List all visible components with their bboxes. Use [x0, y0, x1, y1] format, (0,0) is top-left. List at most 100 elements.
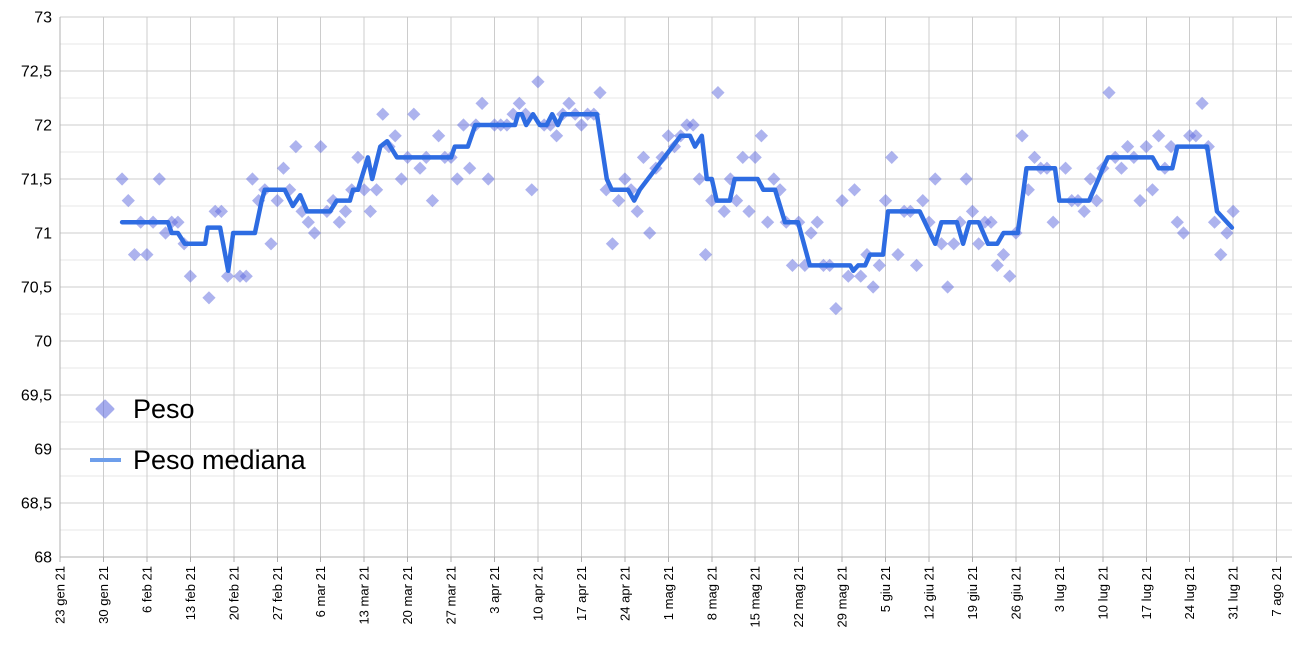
- peso-point: [388, 129, 402, 143]
- peso-point: [972, 237, 986, 251]
- peso-point: [1176, 226, 1191, 240]
- peso-point: [140, 248, 154, 262]
- line-marker-icon: [86, 458, 124, 462]
- peso-point: [127, 248, 142, 262]
- peso-point: [636, 150, 651, 164]
- peso-points: [115, 75, 1240, 316]
- x-tick-label: 24 lug 21: [1182, 566, 1197, 620]
- peso-point: [872, 258, 886, 272]
- peso-point: [1226, 204, 1240, 218]
- peso-point: [307, 226, 322, 240]
- x-tick-label: 29 mag 21: [835, 566, 850, 627]
- x-tick-label: 12 giu 21: [922, 566, 937, 620]
- peso-point: [742, 204, 756, 218]
- x-tick-label: 3 apr 21: [487, 566, 502, 614]
- peso-point: [754, 129, 769, 143]
- peso-point: [1089, 194, 1104, 208]
- peso-point: [928, 172, 942, 186]
- y-tick-label: 68: [34, 550, 52, 567]
- peso-point: [841, 269, 855, 283]
- peso-point: [239, 269, 253, 283]
- peso-point: [605, 237, 620, 251]
- axes: [59, 17, 1292, 562]
- peso-point: [289, 140, 303, 154]
- y-tick-label: 68,5: [21, 496, 52, 513]
- x-tick-label: 15 mag 21: [748, 566, 763, 627]
- peso-point: [996, 248, 1011, 262]
- peso-point: [934, 237, 949, 251]
- peso-point: [512, 96, 526, 110]
- peso-point: [748, 150, 762, 164]
- peso-point: [990, 258, 1004, 272]
- peso-point: [276, 161, 291, 175]
- peso-point: [432, 129, 446, 143]
- peso-point: [643, 226, 657, 240]
- peso-point: [1189, 129, 1203, 143]
- peso-point: [245, 172, 260, 186]
- peso-point: [338, 204, 353, 218]
- peso-point: [183, 269, 197, 283]
- peso-point: [121, 194, 135, 208]
- median-line: [119, 111, 1235, 274]
- peso-point: [692, 172, 706, 186]
- x-tick-label: 27 feb 21: [270, 566, 285, 620]
- peso-point: [152, 172, 166, 186]
- peso-point: [220, 269, 235, 283]
- peso-point: [891, 248, 905, 262]
- peso-point: [810, 215, 824, 229]
- y-tick-label: 71: [34, 226, 52, 243]
- x-tick-label: 20 feb 21: [226, 566, 241, 620]
- peso-point: [612, 194, 626, 208]
- peso-point: [270, 194, 284, 208]
- x-tick-label: 8 mag 21: [704, 566, 719, 620]
- y-tick-label: 72: [34, 118, 52, 135]
- peso-point: [698, 248, 713, 262]
- peso-point: [785, 258, 800, 272]
- x-tick-label: 10 apr 21: [530, 566, 545, 621]
- peso-point: [332, 215, 346, 229]
- peso-point: [376, 107, 390, 121]
- peso-point: [761, 215, 775, 229]
- y-tick-label: 69,5: [21, 388, 52, 405]
- peso-point: [407, 107, 421, 121]
- peso-point: [798, 258, 812, 272]
- peso-point: [1102, 86, 1116, 100]
- peso-point: [947, 237, 961, 251]
- peso-point: [1133, 194, 1147, 208]
- peso-point: [618, 172, 632, 186]
- x-tick-label: 1 mag 21: [661, 566, 676, 620]
- peso-point: [314, 140, 328, 154]
- peso-point: [202, 291, 216, 305]
- diamond-marker-icon: [86, 399, 124, 419]
- peso-point: [1170, 215, 1184, 229]
- peso-point: [413, 161, 427, 175]
- peso-point: [984, 215, 998, 229]
- peso-point: [885, 150, 899, 164]
- peso-point: [326, 194, 340, 208]
- peso-point: [1083, 172, 1097, 186]
- peso-point: [481, 172, 495, 186]
- peso-point: [562, 96, 576, 110]
- peso-point: [661, 129, 675, 143]
- peso-point: [767, 172, 781, 186]
- x-tick-label: 26 giu 21: [1008, 566, 1023, 620]
- peso-point: [1114, 161, 1129, 175]
- legend-item-peso: Peso: [86, 390, 195, 428]
- x-tick-label: 13 mar 21: [357, 566, 372, 625]
- peso-point: [1003, 269, 1017, 283]
- peso-point: [252, 194, 266, 208]
- x-tick-label: 22 mag 21: [791, 566, 806, 627]
- peso-point: [425, 194, 440, 208]
- x-tick-label: 13 feb 21: [183, 566, 198, 620]
- peso-point: [394, 172, 408, 186]
- peso-point: [804, 226, 818, 240]
- x-tick-label: 7 ago 21: [1269, 566, 1284, 617]
- peso-point: [264, 237, 278, 251]
- peso-point: [729, 194, 744, 208]
- peso-point: [717, 204, 731, 218]
- y-tick-label: 72,5: [21, 64, 52, 81]
- peso-point: [959, 172, 973, 186]
- x-tick-label: 27 mar 21: [444, 566, 459, 625]
- peso-point: [115, 172, 129, 186]
